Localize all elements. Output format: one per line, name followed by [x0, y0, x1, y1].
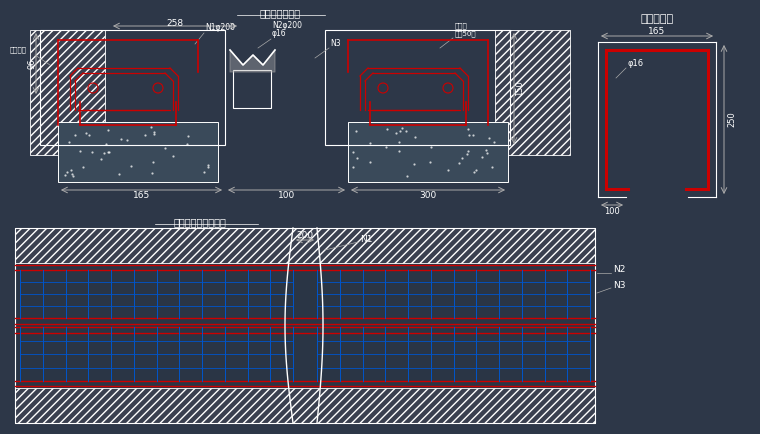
Polygon shape — [230, 50, 275, 72]
Text: 伸缩装置平面布置图: 伸缩装置平面布置图 — [173, 217, 226, 227]
Text: 165: 165 — [648, 27, 666, 36]
Bar — [30, 30, 105, 155]
Bar — [15, 228, 595, 423]
Text: 预埋检: 预埋检 — [455, 23, 467, 30]
Bar — [15, 263, 595, 388]
Text: 预埋筋大样: 预埋筋大样 — [641, 14, 673, 24]
Text: N2: N2 — [613, 266, 625, 274]
Bar — [58, 122, 218, 182]
Text: φ16: φ16 — [628, 59, 644, 69]
Text: N1φ200: N1φ200 — [205, 23, 235, 33]
Text: N1: N1 — [360, 234, 372, 243]
Text: N3: N3 — [613, 280, 625, 289]
Text: 258: 258 — [166, 19, 184, 27]
Text: 250: 250 — [727, 112, 736, 127]
Text: 96: 96 — [27, 58, 36, 69]
Text: 150: 150 — [515, 81, 524, 96]
Text: 200: 200 — [296, 231, 314, 240]
Bar — [40, 30, 225, 145]
Text: 伸缩装置断面图: 伸缩装置断面图 — [259, 8, 300, 18]
Text: 100: 100 — [278, 191, 295, 201]
Bar — [325, 30, 510, 145]
Text: 300: 300 — [420, 191, 437, 201]
Bar — [15, 228, 595, 263]
Bar — [495, 30, 570, 155]
Text: 路面锐层: 路面锐层 — [10, 47, 27, 53]
Text: 165: 165 — [133, 191, 150, 201]
Text: 混冰50员: 混冰50员 — [455, 31, 477, 37]
Text: N3: N3 — [330, 39, 340, 49]
Bar — [348, 122, 508, 182]
Text: φ16: φ16 — [272, 30, 287, 39]
Text: 100: 100 — [604, 207, 620, 217]
Text: N2φ200: N2φ200 — [272, 22, 302, 30]
Bar — [233, 70, 271, 108]
Bar — [15, 388, 595, 423]
